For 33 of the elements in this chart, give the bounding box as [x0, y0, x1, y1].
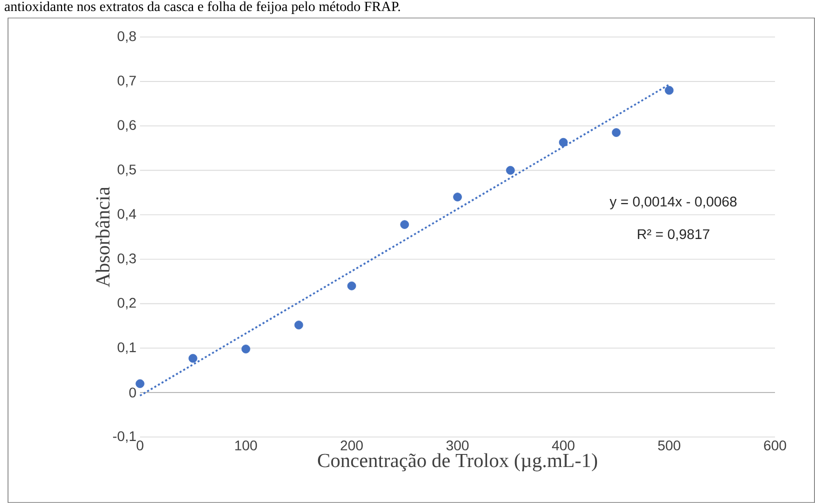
point [188, 354, 198, 363]
point [664, 86, 674, 95]
y-tick-label: 0,7 [118, 76, 136, 88]
y-tick-label: 0,6 [118, 120, 136, 132]
x-tick-label: 200 [340, 440, 363, 450]
point [241, 344, 250, 354]
x-tick-label: 300 [446, 440, 469, 450]
y-tick-label: 0,4 [118, 209, 136, 221]
point [612, 128, 621, 137]
point [558, 138, 568, 147]
point [400, 220, 409, 229]
point [136, 379, 144, 388]
y-tick-label: 0,3 [118, 253, 136, 265]
point [347, 282, 356, 290]
y-tick-label: 0,5 [118, 164, 136, 176]
y-tick-label: -0,1 [113, 431, 136, 443]
x-axis-title: Concentração de Trolox (µg.mL-1) [318, 453, 598, 472]
x-tick-label: 400 [552, 440, 574, 450]
x-tick-label: 0 [136, 440, 144, 450]
annotation: R² = 0,9817 [638, 229, 710, 241]
point [453, 192, 462, 202]
y-tick-label: 0,1 [118, 342, 136, 354]
y-tick-label: 0,8 [118, 31, 136, 43]
x-tick-label: 500 [658, 440, 680, 450]
chart-title: antioxidante nos extratos da casca e folha de feijoa pelo método FRAP. [4, 1, 400, 14]
y-axis-title: Absorbância [96, 186, 110, 288]
y-tick-label: 0 [129, 388, 136, 398]
x-tick-label: 600 [764, 440, 786, 450]
x-tick-label: 100 [235, 440, 257, 450]
point [294, 320, 304, 330]
point [506, 166, 515, 175]
y-tick-label: 0,2 [118, 298, 136, 310]
annotation: y = 0,0014x - 0,0068 [610, 196, 737, 210]
